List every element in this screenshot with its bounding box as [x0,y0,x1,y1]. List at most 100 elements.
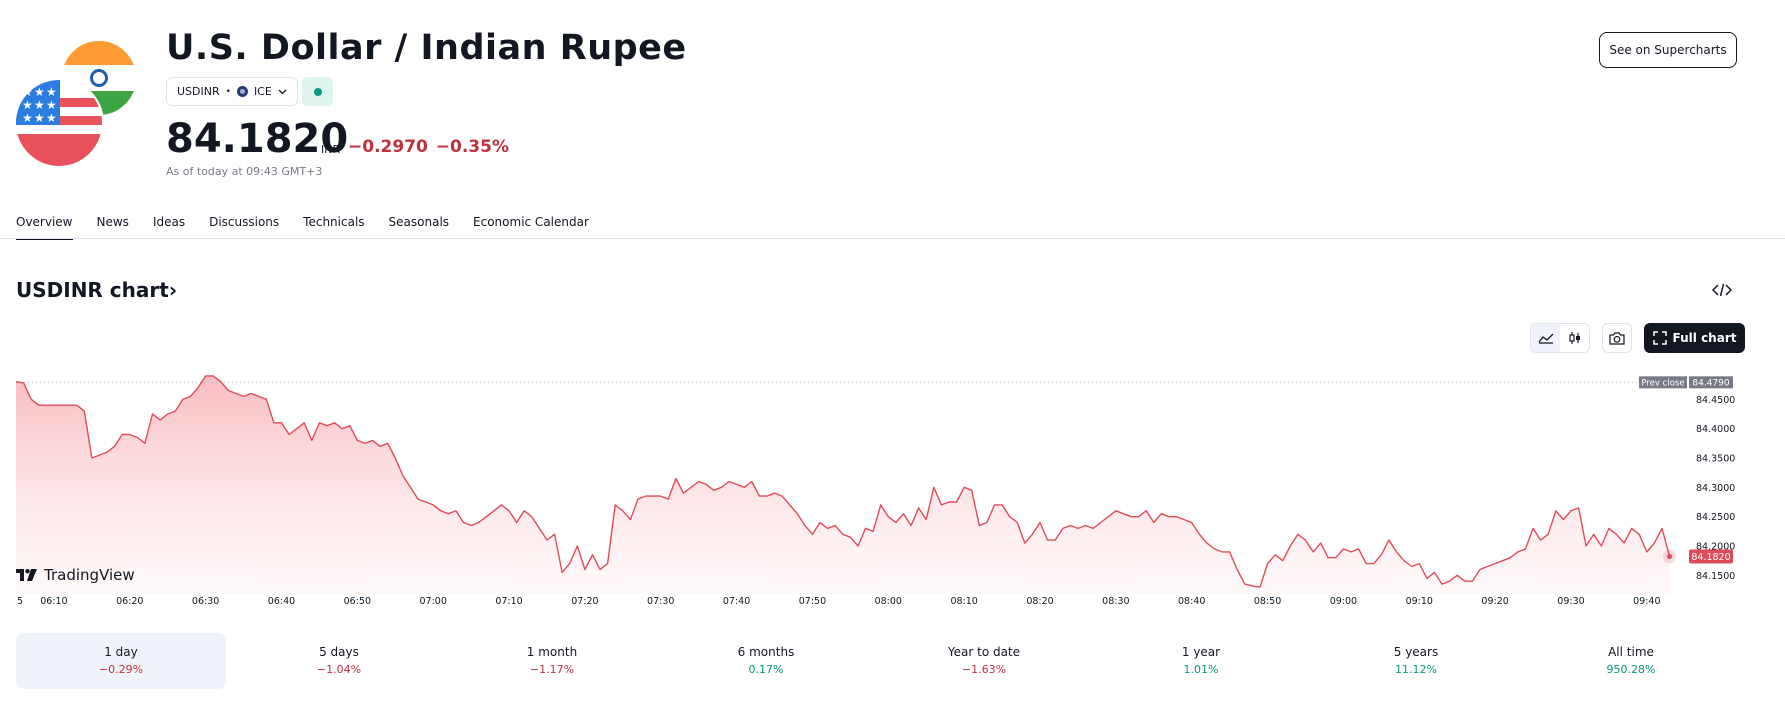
area-style-button[interactable] [1531,324,1560,352]
period-change: 0.17% [748,663,784,676]
x-tick-label: 08:10 [950,596,977,607]
svg-text:★: ★ [34,98,45,112]
prev-close-tag [1639,376,1687,389]
period-label: 1 year [1181,645,1221,659]
chart-heading-label: USDINR chart [16,278,169,302]
svg-text:★: ★ [22,111,33,125]
area-chart-icon [1537,333,1553,344]
chart-style-toggle [1530,323,1590,353]
candles-style-button[interactable] [1560,324,1589,352]
period-change: 950.28% [1606,663,1656,676]
usd-inr-flag-icon: ★★★ ★★★ ★★★ [16,40,138,166]
last-price-marker [1667,554,1673,560]
x-tick-label: 08:40 [1178,596,1205,607]
x-tick-label: 09:20 [1481,596,1508,607]
svg-text:★: ★ [34,111,45,125]
price-area-fill [16,375,1670,594]
snapshot-button[interactable] [1602,323,1632,353]
embed-code-icon[interactable] [1712,282,1732,298]
last-price-label: 84.1820 [1691,552,1730,563]
tab-seasonals[interactable]: Seasonals [388,215,450,229]
period-change: 11.12% [1395,663,1437,676]
tradingview-logo[interactable]: TradingView [16,566,135,584]
x-tick-label: 09:40 [1633,596,1660,607]
separator-dot: • [225,86,231,97]
svg-text:★: ★ [22,98,33,112]
x-tick-label: 07:00 [419,596,446,607]
period-1-month[interactable]: 1 month −1.17% [447,633,657,689]
chevron-right-icon: › [168,278,178,302]
prev-close-value-tag [1689,376,1733,389]
period-label: 5 days [319,645,359,659]
y-tick-label: 84.2500 [1696,512,1735,523]
period-label: All time [1608,645,1654,659]
x-tick-label: 08:30 [1102,596,1129,607]
x-tick-label: 09:00 [1330,596,1357,607]
period-year-to-date[interactable]: Year to date −1.63% [879,633,1089,689]
prev-close-value: 84.4790 [1692,378,1729,388]
y-tick-label: 84.3500 [1696,454,1735,465]
tabs-divider [0,238,1785,239]
currency-label: INR [321,143,341,156]
tab-bar: Overview News Ideas Discussions Technica… [16,210,613,240]
tab-overview[interactable]: Overview [16,210,73,240]
period-change: 1.01% [1183,663,1219,676]
period-1-year[interactable]: 1 year 1.01% [1096,633,1306,689]
last-price: 84.1820 [166,116,349,162]
tab-technicals[interactable]: Technicals [303,215,365,229]
period-label: Year to date [947,645,1021,659]
symbol-label: USDINR [177,85,220,98]
period-6-months[interactable]: 6 months 0.17% [661,633,871,689]
svg-text:★: ★ [34,85,45,99]
period-change: −1.17% [529,663,575,676]
x-tick-label: 07:50 [799,596,826,607]
full-chart-label: Full chart [1672,331,1737,345]
x-tick-label: 08:20 [1026,596,1053,607]
period-change: −0.29% [98,663,144,676]
period-label: 1 month [526,645,578,659]
period-label: 1 day [104,645,138,659]
period-1-day[interactable]: 1 day −0.29% [16,633,226,689]
y-tick-label: 84.4500 [1696,395,1735,406]
exchange-icon [236,86,248,97]
period-selector: 1 day −0.29% 5 days −1.04% 1 month −1.17… [16,633,1736,689]
see-on-supercharts-button[interactable]: See on Supercharts [1599,32,1737,68]
x-tick-label: 07:20 [571,596,598,607]
period-change: −1.63% [961,663,1007,676]
svg-text:★: ★ [46,85,57,99]
tab-ideas[interactable]: Ideas [152,215,186,229]
symbol-exchange-selector[interactable]: USDINR • ICE [166,77,298,106]
period-5-years[interactable]: 5 years 11.12% [1311,633,1521,689]
tab-economic-calendar[interactable]: Economic Calendar [473,215,589,229]
tab-news[interactable]: News [96,215,129,229]
y-tick-label: 84.2000 [1696,542,1735,553]
x-tick-label: 5 [17,596,23,607]
y-tick-label: 84.3000 [1696,483,1735,494]
x-tick-label: 09:10 [1406,596,1433,607]
tradingview-logo-text: TradingView [44,566,135,584]
price-series-line [15,375,1671,588]
x-tick-label: 06:10 [40,596,67,607]
as-of-timestamp: As of today at 09:43 GMT+3 [166,165,323,178]
x-tick-label: 07:30 [647,596,674,607]
svg-text:★: ★ [46,111,57,125]
period-5-days[interactable]: 5 days −1.04% [234,633,444,689]
page-title: U.S. Dollar / Indian Rupee [166,28,687,68]
chevron-down-icon [278,89,287,94]
chart-heading-link[interactable]: USDINR chart› [16,278,177,302]
x-tick-label: 06:40 [268,596,295,607]
y-tick-label: 84.4000 [1696,424,1735,435]
full-chart-button[interactable]: Full chart [1644,323,1745,353]
period-label: 6 months [737,645,795,659]
candles-icon [1568,332,1580,344]
market-status-indicator[interactable] [302,77,333,106]
tab-discussions[interactable]: Discussions [209,215,280,229]
fullscreen-icon [1652,331,1667,345]
x-tick-label: 07:10 [495,596,522,607]
exchange-label: ICE [253,85,272,98]
x-tick-label: 08:50 [1254,596,1281,607]
price-chart[interactable]: 84.1500 84.2000 84.2500 84.3000 84.3500 84.40… [0,368,1785,616]
x-tick-label: 06:50 [344,596,371,607]
period-all-time[interactable]: All time 950.28% [1526,633,1736,689]
period-change: −1.04% [316,663,362,676]
